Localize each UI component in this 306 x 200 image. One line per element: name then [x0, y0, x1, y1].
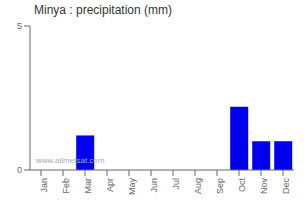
svg-text:Jun: Jun [149, 178, 159, 193]
svg-text:Oct: Oct [237, 178, 247, 193]
svg-text:0: 0 [17, 165, 22, 175]
svg-text:Mar: Mar [83, 178, 93, 194]
svg-text:5: 5 [17, 21, 22, 31]
svg-text:Jul: Jul [171, 178, 181, 190]
svg-text:Dec: Dec [281, 178, 291, 195]
svg-text:Aug: Aug [193, 178, 203, 194]
html-text:Minya : precipitation (mm): Minya : precipitation (mm) [34, 3, 172, 17]
svg-text:Jan: Jan [39, 178, 49, 193]
svg-text:Feb: Feb [61, 178, 71, 194]
html-text:www.allmetsat.com: www.allmetsat.com [36, 156, 105, 165]
svg-text:Sep: Sep [215, 178, 225, 194]
svg-text:Apr: Apr [105, 178, 115, 192]
svg-text:Nov: Nov [259, 178, 269, 195]
svg-text:May: May [127, 178, 137, 196]
